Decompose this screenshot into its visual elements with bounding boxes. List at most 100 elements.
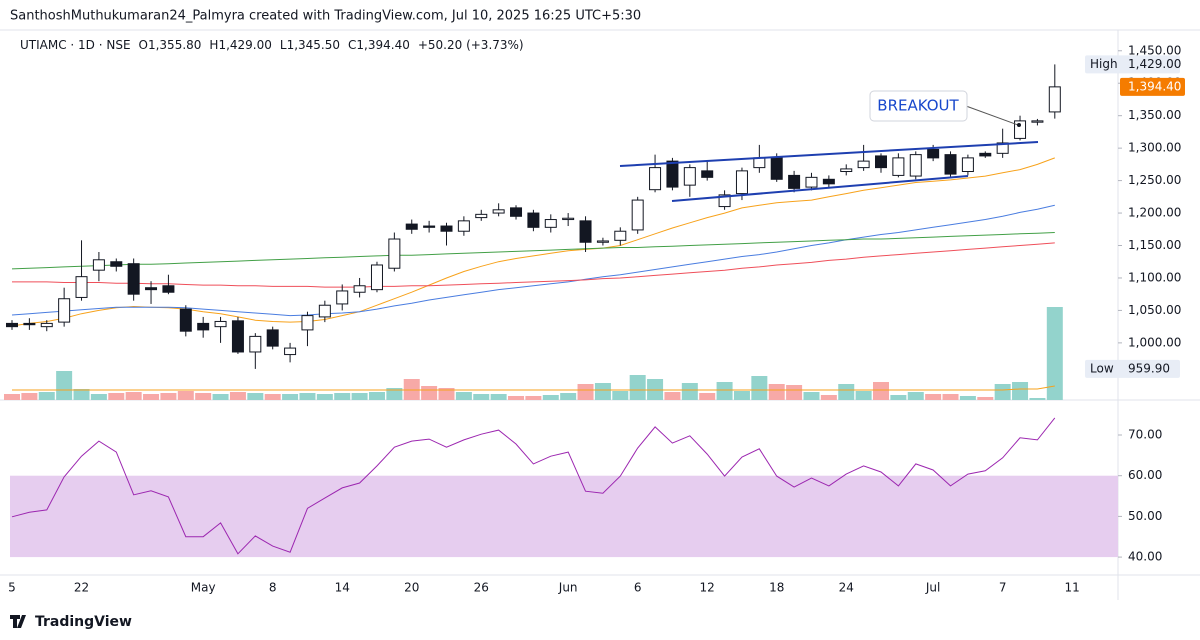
x-tick-label: 26 <box>474 581 489 595</box>
candle-body <box>683 167 696 186</box>
volume-bar <box>1029 398 1046 400</box>
volume-bar <box>838 384 855 400</box>
rsi-tick-label: 50.00 <box>1128 509 1162 523</box>
volume-bar <box>612 391 629 400</box>
price-marker-name: High <box>1090 57 1118 71</box>
candle-body <box>614 230 627 241</box>
candle-body <box>544 219 557 228</box>
y-tick-label: 1,200.00 <box>1128 206 1181 220</box>
volume-bar <box>733 391 750 400</box>
legend-open: O1,355.80 <box>139 38 202 52</box>
plot: 1,000.00 1,050.00 1,100.00 1,150.00 1,200.00… <box>4 43 1181 595</box>
candle-body <box>457 220 470 232</box>
candle-body <box>492 209 505 214</box>
volume-bar <box>56 371 73 400</box>
volume-bar <box>594 383 611 400</box>
x-tick-label: 20 <box>404 581 419 595</box>
volume-bar <box>942 394 959 400</box>
candle-body <box>162 285 175 293</box>
x-tick-label: 11 <box>1065 581 1080 595</box>
candle-body <box>788 174 801 189</box>
candle-body <box>510 207 523 217</box>
candle-body <box>301 315 314 331</box>
volume-bar <box>508 396 525 400</box>
candle-body <box>6 322 18 328</box>
price-marker <box>1085 55 1180 74</box>
volume-bar <box>1046 307 1063 400</box>
volume-bar <box>177 391 194 400</box>
candle-body <box>58 298 71 323</box>
candle-body <box>336 290 349 305</box>
candle-body <box>388 238 401 269</box>
credit: SanthoshMuthukumaran24_Palmyra created w… <box>10 9 641 24</box>
brand-logo <box>10 615 26 628</box>
volume-bar <box>577 384 594 400</box>
legend-change: +50.20 (+3.73%) <box>418 38 524 52</box>
candle-body <box>423 225 436 228</box>
legend-close: C1,394.40 <box>348 38 410 52</box>
volume-bar <box>195 393 212 400</box>
legend-symbol: UTIAMC · 1D · NSE <box>20 38 131 52</box>
volume-bar <box>1012 382 1029 400</box>
volume-bar <box>212 394 229 400</box>
candle-body <box>405 223 418 230</box>
candle-body <box>179 308 192 332</box>
volume-bar <box>768 384 785 400</box>
volume-bar <box>247 393 264 400</box>
x-tick-label: 14 <box>335 581 350 595</box>
volume-bar <box>699 393 716 400</box>
x-tick-label: Jun <box>558 581 578 595</box>
candle-body <box>927 148 940 159</box>
callout-box <box>869 90 968 122</box>
price-marker-label: 1,394.40 <box>1128 79 1181 93</box>
volume-bar <box>125 392 142 400</box>
volume-bar <box>890 395 907 400</box>
candle-body <box>370 264 383 291</box>
volume-bar <box>386 388 403 400</box>
rsi-line <box>11 417 1056 555</box>
volume-bar <box>90 394 107 400</box>
candle-body <box>284 347 297 356</box>
candle-body <box>1014 120 1027 139</box>
volume-bar <box>455 392 472 400</box>
price-marker <box>1085 359 1180 378</box>
candle-body <box>596 240 609 243</box>
candle-body <box>822 178 835 185</box>
x-tick-label: 7 <box>999 581 1007 595</box>
volume-bar <box>855 391 872 400</box>
volume-bar <box>560 393 577 400</box>
candle-body <box>527 212 540 228</box>
rsi-tick-label: 60.00 <box>1128 468 1162 482</box>
volume-bar <box>229 392 246 400</box>
candle-body <box>909 154 922 177</box>
candle-body <box>753 157 766 169</box>
volume-bar <box>160 393 177 400</box>
volume-bar <box>351 393 368 400</box>
candle-body <box>197 322 210 331</box>
volume-bar <box>73 389 90 400</box>
candle-body <box>666 160 679 188</box>
volume-bar <box>38 392 55 400</box>
x-tick-label: 12 <box>700 581 715 595</box>
candle-body <box>875 155 887 169</box>
candle-body <box>75 276 88 298</box>
volume-bar <box>977 397 994 400</box>
volume-bar <box>716 382 733 400</box>
volume-bar <box>664 392 681 400</box>
candle-body <box>944 154 957 175</box>
x-tick-label: May <box>191 581 216 595</box>
y-tick-label: 1,450.00 <box>1128 43 1181 57</box>
candle-body <box>805 176 818 188</box>
x-tick-label: Jul <box>925 581 940 595</box>
x-tick-label: 8 <box>269 581 277 595</box>
y-tick-label: 1,000.00 <box>1128 335 1181 349</box>
candle-body <box>718 194 731 208</box>
candle-body <box>249 335 262 353</box>
candle-body <box>92 259 105 271</box>
candle-body <box>266 329 279 347</box>
volume-bar <box>925 394 942 400</box>
candle-body <box>649 167 662 191</box>
candle-body <box>440 225 453 232</box>
candle-body <box>892 157 905 176</box>
